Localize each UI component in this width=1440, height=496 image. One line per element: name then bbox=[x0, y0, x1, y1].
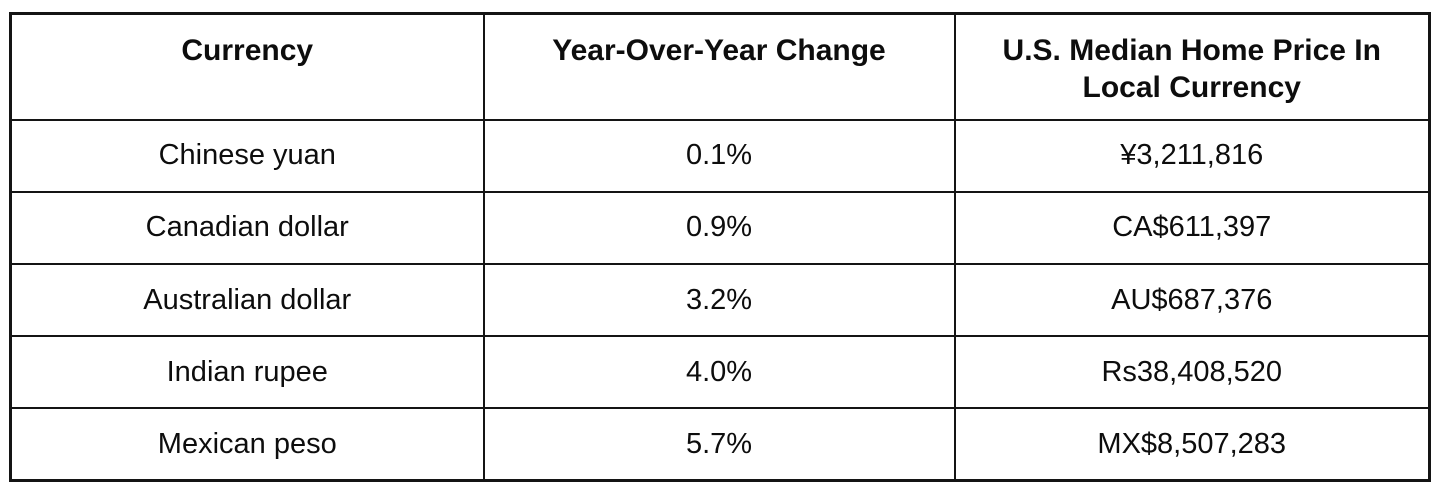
header-cell-price-local: U.S. Median Home Price In Local Currency bbox=[953, 12, 1431, 121]
currency-cell: Mexican peso bbox=[9, 407, 485, 482]
table-header-row: Currency Year-Over-Year Change U.S. Medi… bbox=[9, 12, 1431, 121]
currency-cell: Indian rupee bbox=[9, 335, 485, 410]
yoy-change-cell: 0.1% bbox=[482, 118, 956, 193]
table-row: Australian dollar 3.2% AU$687,376 bbox=[9, 262, 1431, 338]
yoy-change-cell: 4.0% bbox=[482, 335, 956, 410]
table-row: Indian rupee 4.0% Rs38,408,520 bbox=[9, 335, 1431, 410]
currency-comparison-table: Currency Year-Over-Year Change U.S. Medi… bbox=[9, 12, 1431, 482]
yoy-change-cell: 3.2% bbox=[482, 262, 956, 338]
table-row: Mexican peso 5.7% MX$8,507,283 bbox=[9, 407, 1431, 482]
yoy-change-cell: 0.9% bbox=[482, 190, 956, 265]
header-cell-yoy-change: Year-Over-Year Change bbox=[482, 12, 956, 121]
currency-cell: Chinese yuan bbox=[9, 118, 485, 193]
price-cell: AU$687,376 bbox=[953, 262, 1431, 338]
table-row: Canadian dollar 0.9% CA$611,397 bbox=[9, 190, 1431, 265]
price-cell: MX$8,507,283 bbox=[953, 407, 1431, 482]
price-cell: CA$611,397 bbox=[953, 190, 1431, 265]
currency-cell: Australian dollar bbox=[9, 262, 485, 338]
table-row: Chinese yuan 0.1% ¥3,211,816 bbox=[9, 118, 1431, 193]
price-cell: Rs38,408,520 bbox=[953, 335, 1431, 410]
header-price-label: U.S. Median Home Price In Local Currency bbox=[1002, 34, 1381, 104]
header-cell-currency: Currency bbox=[9, 12, 485, 121]
currency-cell: Canadian dollar bbox=[9, 190, 485, 265]
yoy-change-cell: 5.7% bbox=[482, 407, 956, 482]
price-cell: ¥3,211,816 bbox=[953, 118, 1431, 193]
